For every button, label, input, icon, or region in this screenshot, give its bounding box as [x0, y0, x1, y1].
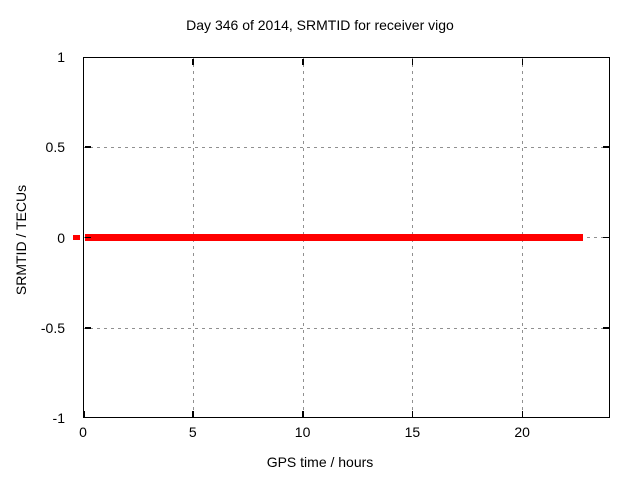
tick-right-0: [603, 236, 609, 239]
xtick-label-10: 10: [294, 424, 311, 440]
ytick-label--0.5: -0.5: [40, 320, 65, 336]
xtick-label-0: 0: [79, 424, 87, 440]
tick-bottom-0: [83, 411, 85, 417]
xtick-label-15: 15: [404, 424, 421, 440]
gridline-y-0.5: [83, 147, 610, 148]
ytick-label-0: 0: [57, 229, 65, 246]
tick-right-0.5: [603, 146, 609, 148]
ytick-label-1: 1: [57, 49, 65, 65]
tick-bottom-10: [302, 411, 304, 417]
ytick-label--1: -1: [52, 410, 65, 426]
tick-left--0.5: [84, 327, 91, 329]
tick-top-5: [192, 58, 194, 65]
data-series-left-stub: [73, 235, 80, 240]
xtick-label-5: 5: [188, 424, 197, 440]
tick-right--0.5: [603, 327, 609, 329]
chart-title: Day 346 of 2014, SRMTID for receiver vig…: [186, 17, 454, 33]
x-axis-label: GPS time / hours: [266, 454, 374, 470]
tick-top-20: [521, 58, 524, 65]
tick-top-15: [411, 58, 414, 65]
tick-top-10: [302, 58, 304, 65]
data-series-line: [85, 234, 583, 241]
tick-left-0: [84, 236, 91, 239]
gridline-y--0.5: [83, 328, 610, 329]
xtick-label-20: 20: [514, 424, 530, 440]
tick-bottom-5: [192, 411, 194, 417]
tick-bottom-20: [521, 411, 524, 417]
tick-left-0.5: [84, 146, 91, 148]
ytick-label-0.5: 0.5: [45, 139, 65, 155]
tick-bottom-15: [411, 411, 414, 417]
